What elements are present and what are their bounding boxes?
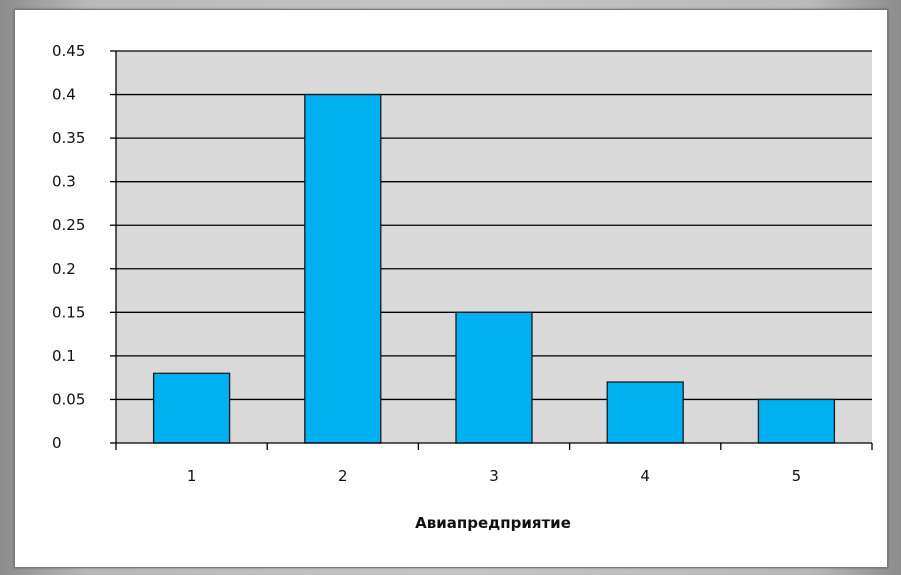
bar (757, 398, 836, 444)
x-tick-label: 3 (489, 467, 499, 485)
y-tick-label: 0.05 (52, 390, 85, 408)
y-tick-label: 0.4 (52, 86, 76, 104)
bar (152, 372, 231, 444)
x-axis-title: Авиапредприятие (415, 514, 571, 532)
x-tick-label: 1 (187, 467, 197, 485)
x-tick-label: 2 (338, 467, 348, 485)
bar (455, 311, 533, 444)
y-tick-label: 0.2 (52, 260, 76, 278)
y-tick-label: 0.15 (52, 303, 85, 321)
y-tick-label: 0.35 (52, 129, 85, 147)
bar (304, 93, 382, 444)
y-tick-label: 0.3 (52, 173, 76, 191)
y-tick-label: 0 (52, 434, 62, 452)
y-tick-label: 0.1 (52, 347, 76, 365)
bar (606, 381, 684, 444)
y-tick-label: 0.25 (52, 216, 85, 234)
x-tick-label: 4 (640, 467, 650, 485)
x-tick-label: 5 (792, 467, 802, 485)
y-tick-label: 0.45 (52, 42, 85, 60)
